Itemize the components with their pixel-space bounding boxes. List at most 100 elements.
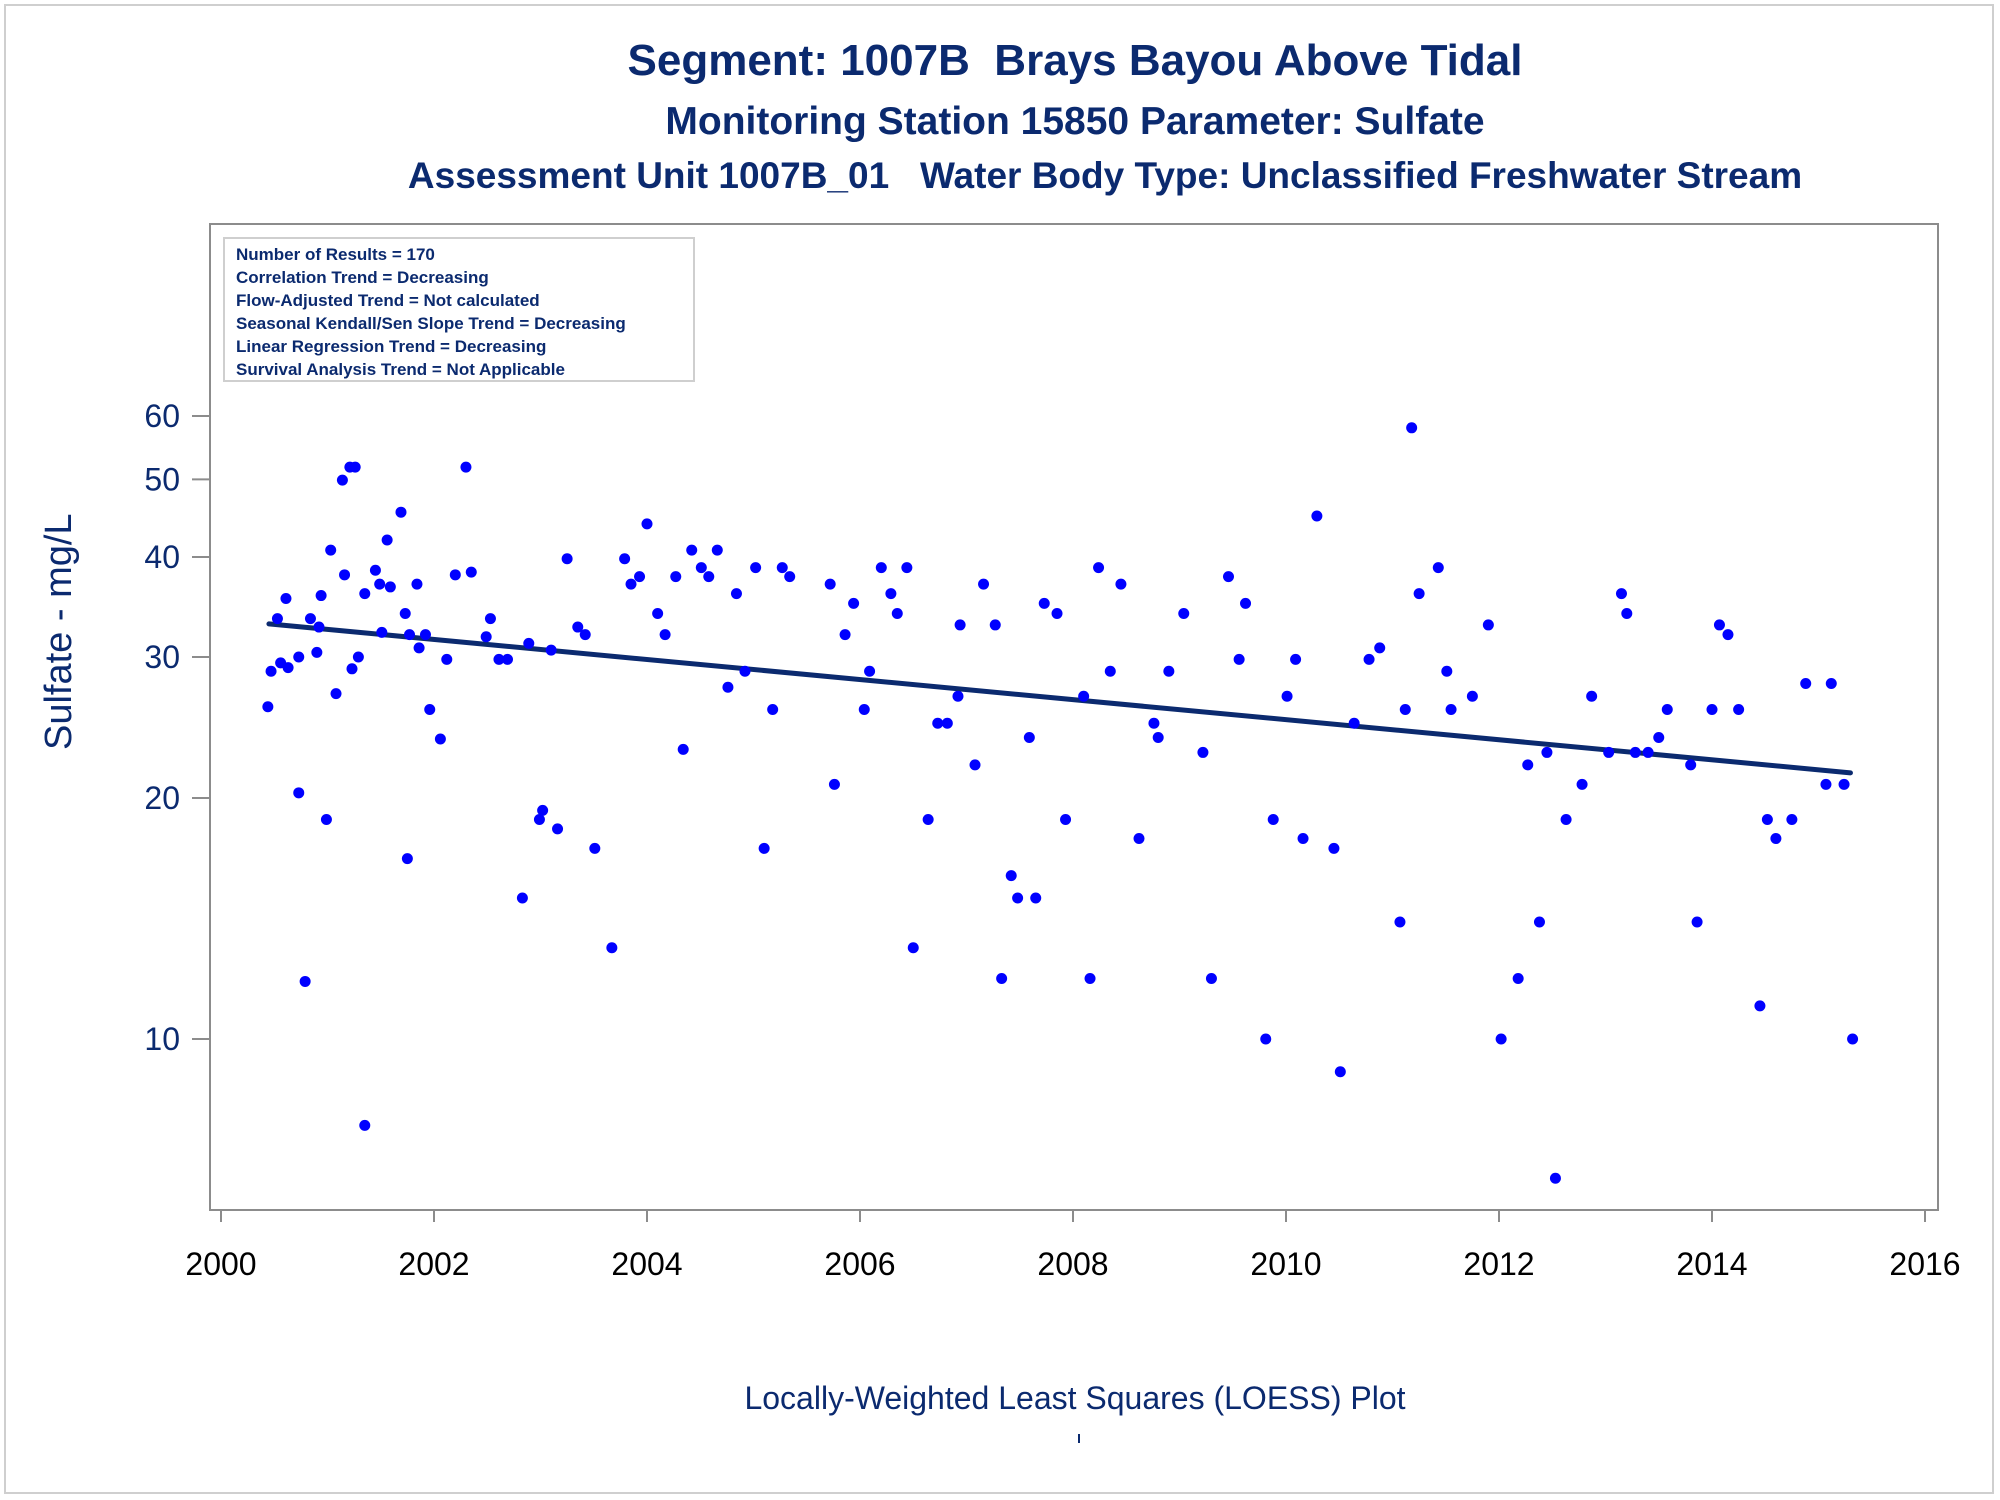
chart-title: Segment: 1007B Brays Bayou Above Tidal: [627, 36, 1523, 85]
data-point-58: [625, 578, 637, 590]
data-point-52: [561, 553, 573, 565]
data-point-167: [1825, 677, 1837, 689]
y-tick-label-30: 30: [144, 639, 180, 675]
data-point-71: [739, 665, 751, 677]
x-tick-label-2002: 2002: [398, 1246, 469, 1282]
data-point-33: [411, 578, 423, 590]
data-point-54: [579, 629, 591, 641]
data-point-12: [315, 590, 327, 602]
data-point-53: [572, 621, 584, 633]
data-point-101: [1038, 597, 1050, 609]
data-point-76: [784, 571, 796, 583]
data-point-5: [282, 662, 294, 674]
data-point-144: [1549, 1172, 1561, 1184]
data-point-11: [313, 621, 325, 633]
y-tick-label-60: 60: [144, 398, 180, 434]
data-point-159: [1722, 629, 1734, 641]
data-point-161: [1754, 1000, 1766, 1012]
data-point-55: [589, 842, 601, 854]
data-point-35: [419, 629, 431, 641]
data-point-64: [677, 743, 689, 755]
data-point-60: [641, 518, 653, 530]
data-point-106: [1093, 562, 1105, 574]
data-point-14: [325, 544, 337, 556]
data-point-74: [767, 703, 779, 715]
footnote-mark: [1078, 1434, 1080, 1443]
data-point-44: [493, 653, 505, 665]
data-point-66: [695, 562, 707, 574]
data-point-29: [395, 506, 407, 518]
info-line-0: Number of Results = 170: [236, 245, 435, 264]
data-point-41: [465, 566, 477, 578]
data-point-65: [686, 544, 698, 556]
data-point-9: [304, 613, 316, 625]
data-point-105: [1084, 973, 1096, 985]
data-point-95: [989, 619, 1001, 631]
info-line-1: Correlation Trend = Decreasing: [236, 268, 489, 287]
data-point-118: [1240, 597, 1252, 609]
data-point-99: [1023, 732, 1035, 744]
data-point-132: [1406, 422, 1418, 434]
data-point-51: [552, 823, 564, 835]
data-point-117: [1233, 653, 1245, 665]
data-point-72: [750, 562, 762, 574]
data-point-165: [1800, 677, 1812, 689]
data-point-140: [1512, 973, 1524, 985]
data-point-26: [376, 626, 388, 638]
info-box: Number of Results = 170 Correlation Trend…: [223, 237, 695, 382]
info-line-3: Seasonal Kendall/Sen Slope Trend = Decre…: [236, 314, 626, 333]
data-point-43: [484, 613, 496, 625]
data-point-79: [839, 629, 851, 641]
data-point-62: [659, 629, 671, 641]
data-point-166: [1820, 778, 1832, 790]
data-point-107: [1104, 665, 1116, 677]
data-point-123: [1297, 833, 1309, 845]
data-point-108: [1115, 578, 1127, 590]
data-point-31: [401, 853, 413, 865]
data-point-48: [533, 814, 545, 826]
data-point-13: [320, 814, 332, 826]
data-point-67: [703, 571, 715, 583]
data-point-155: [1685, 759, 1697, 771]
data-point-2: [271, 613, 283, 625]
data-point-25: [374, 578, 386, 590]
footnote: Locally-Weighted Least Squares (LOESS) P…: [744, 1380, 1406, 1416]
info-line-5: Survival Analysis Trend = Not Applicable: [236, 360, 565, 379]
data-point-89: [932, 717, 944, 729]
data-point-86: [901, 562, 913, 574]
x-tick-label-2014: 2014: [1676, 1246, 1747, 1282]
data-point-45: [501, 653, 513, 665]
data-point-142: [1533, 916, 1545, 928]
data-point-50: [545, 644, 557, 656]
data-point-46: [516, 892, 528, 904]
data-point-145: [1560, 814, 1572, 826]
data-point-152: [1642, 746, 1654, 758]
data-point-94: [978, 578, 990, 590]
data-point-136: [1445, 703, 1457, 715]
data-point-139: [1495, 1033, 1507, 1045]
data-point-143: [1541, 746, 1553, 758]
data-point-122: [1290, 653, 1302, 665]
x-tick-label-2008: 2008: [1037, 1246, 1108, 1282]
data-point-69: [722, 681, 734, 693]
data-point-6: [293, 651, 305, 663]
data-point-83: [875, 562, 887, 574]
data-point-57: [619, 553, 631, 565]
data-point-92: [954, 619, 966, 631]
data-point-160: [1733, 703, 1745, 715]
data-point-137: [1466, 690, 1478, 702]
data-point-59: [634, 571, 646, 583]
y-tick-label-10: 10: [144, 1021, 180, 1057]
data-point-73: [758, 842, 770, 854]
data-point-90: [941, 717, 953, 729]
data-point-49: [537, 804, 549, 816]
data-point-157: [1706, 703, 1718, 715]
data-point-129: [1374, 642, 1386, 654]
data-point-149: [1615, 588, 1627, 600]
data-point-127: [1348, 717, 1360, 729]
data-point-23: [359, 588, 371, 600]
info-line-4: Linear Regression Trend = Decreasing: [236, 337, 546, 356]
data-point-42: [480, 631, 492, 643]
y-tick-label-20: 20: [144, 780, 180, 816]
data-point-134: [1432, 562, 1444, 574]
